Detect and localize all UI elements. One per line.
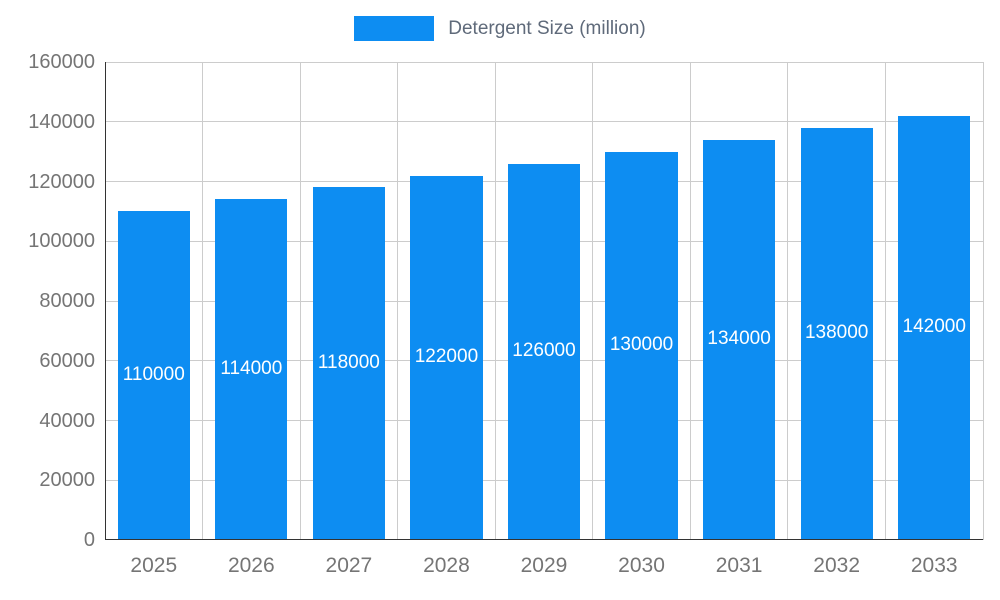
bar-value-label: 134000 <box>707 328 771 350</box>
bar: 138000 <box>800 127 873 539</box>
bar-value-label: 130000 <box>609 334 674 356</box>
v-gridline <box>299 62 301 540</box>
y-axis-line <box>105 62 106 540</box>
x-tick-label: 2025 <box>130 554 178 577</box>
v-gridline <box>397 62 399 540</box>
plot-area: 110000 114000 118000 122000 126000 130000 1340… <box>105 61 984 540</box>
bar-value-label: 142000 <box>902 316 966 338</box>
bar-value-label: 118000 <box>317 352 380 374</box>
legend-swatch <box>354 16 435 41</box>
h-gridline <box>105 121 983 123</box>
y-tick-label: 100000 <box>28 230 95 253</box>
y-tick-label: 20000 <box>39 469 95 492</box>
x-tick-label: 2028 <box>423 554 470 577</box>
bar-value-label: 122000 <box>414 346 479 368</box>
bar-value-label: 126000 <box>512 340 576 362</box>
v-gridline <box>202 62 204 540</box>
legend: Detergent Size (million) <box>0 16 1000 41</box>
y-tick-label: 40000 <box>39 409 95 432</box>
bar-value-label: 110000 <box>122 364 185 386</box>
y-tick-label: 0 <box>83 529 95 551</box>
v-gridline <box>787 62 789 540</box>
y-tick-label: 140000 <box>28 110 95 133</box>
bar: 122000 <box>410 175 483 539</box>
bar: 130000 <box>605 151 678 539</box>
x-tick-label: 2033 <box>910 554 958 577</box>
x-tick-label: 2026 <box>227 554 275 577</box>
v-gridline <box>494 62 496 540</box>
bar: 118000 <box>312 187 385 539</box>
bar: 134000 <box>703 139 776 539</box>
v-gridline <box>689 62 691 540</box>
bar: 142000 <box>898 115 971 539</box>
bar: 126000 <box>507 163 581 539</box>
v-gridline <box>982 62 984 540</box>
x-tick-label: 2027 <box>325 554 373 577</box>
y-tick-label: 80000 <box>39 290 95 312</box>
x-tick-label: 2032 <box>813 554 860 577</box>
bar-value-label: 114000 <box>220 358 283 380</box>
bar: 114000 <box>215 199 288 539</box>
y-tick-label: 160000 <box>28 51 95 73</box>
x-axis-line <box>105 539 983 540</box>
x-tick-label: 2031 <box>715 554 763 577</box>
bar-value-label: 138000 <box>804 322 869 344</box>
h-gridline <box>105 61 983 63</box>
x-tick-label: 2030 <box>618 554 665 577</box>
v-gridline <box>884 62 886 540</box>
legend-label: Detergent Size (million) <box>448 17 646 39</box>
v-gridline <box>592 62 594 540</box>
bar: 110000 <box>117 211 190 539</box>
x-tick-label: 2029 <box>520 554 568 577</box>
y-tick-label: 120000 <box>28 170 95 193</box>
y-tick-label: 60000 <box>39 349 95 372</box>
